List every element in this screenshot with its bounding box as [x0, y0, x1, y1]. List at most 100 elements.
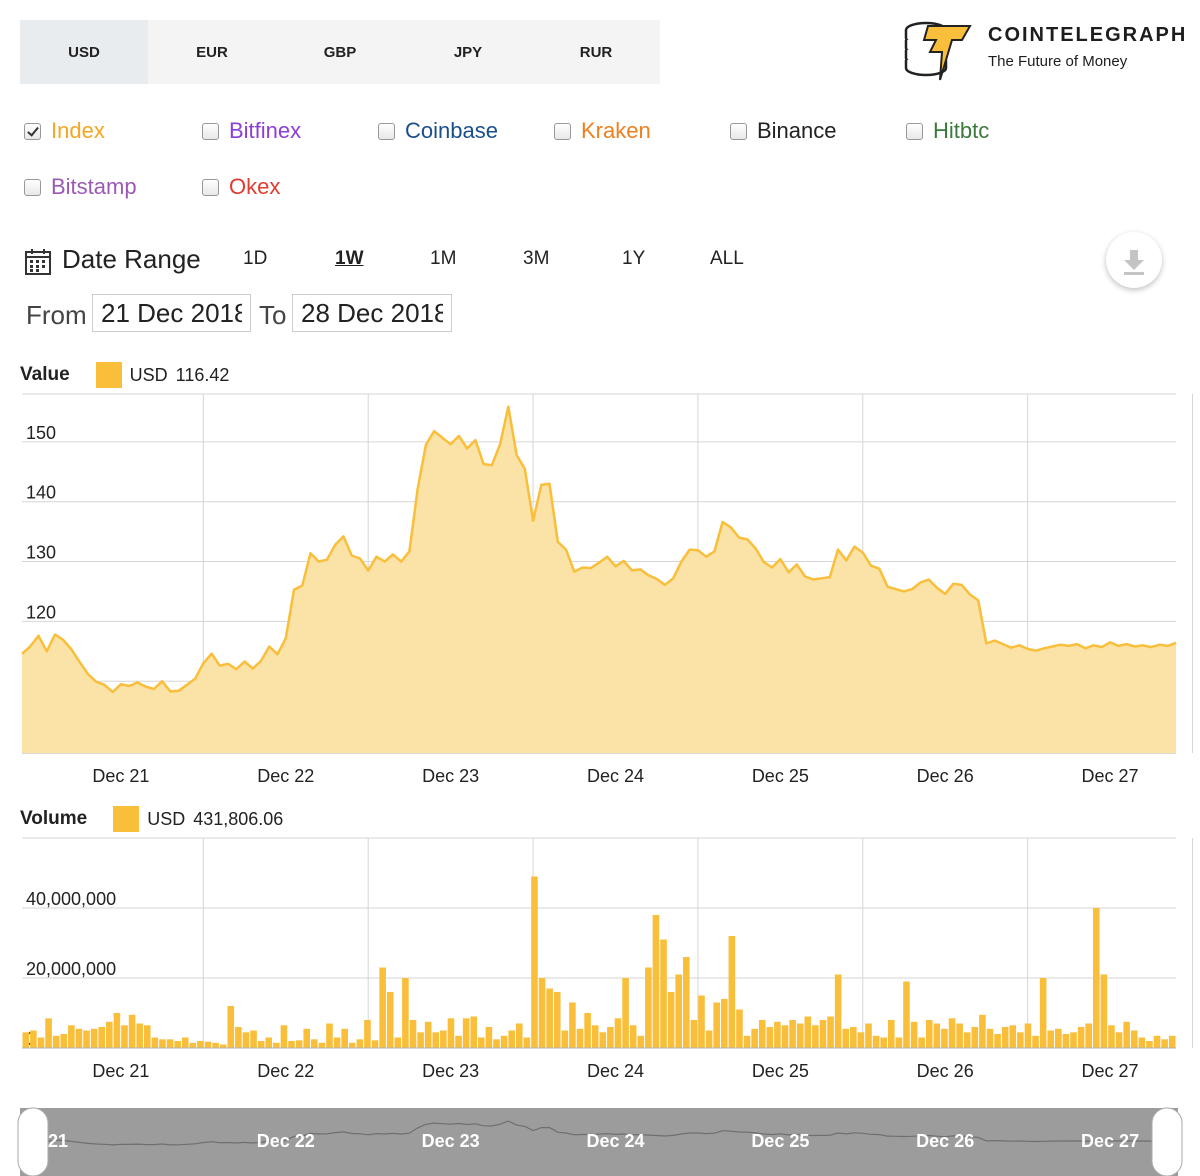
range-button-3m[interactable]: 3M: [523, 248, 550, 269]
date-range-label: Date Range: [62, 244, 201, 274]
checkbox-bitstamp[interactable]: [24, 178, 41, 196]
navigator-handle-right[interactable]: [1151, 1107, 1183, 1176]
volume-bar: [948, 1018, 956, 1049]
volume-bar: [591, 1025, 599, 1049]
range-button-1d[interactable]: 1D: [243, 248, 268, 269]
volume-legend: Volume USD 431,806.06: [20, 804, 283, 834]
volume-bar: [1062, 1034, 1070, 1048]
navigator-series-line: [21, 1120, 1177, 1146]
volume-bar: [189, 1042, 197, 1049]
volume-bar: [546, 988, 553, 1048]
volume-bar: [364, 1020, 371, 1048]
tab-jpy[interactable]: JPY: [453, 43, 483, 61]
exchange-label-coinbase: Coinbase: [405, 118, 498, 143]
value-x-tick-dec-22: Dec 22: [257, 766, 314, 786]
volume-bar: [956, 1023, 963, 1048]
volume-bar: [462, 1018, 470, 1049]
volume-bar: [728, 936, 736, 1048]
volume-bar: [143, 1025, 151, 1049]
volume-bar: [796, 1023, 804, 1048]
value-y-tick-150: 150: [26, 423, 56, 443]
value-legend-currency: USD: [129, 364, 168, 385]
value-legend-swatch: [95, 362, 122, 388]
volume-bar: [166, 1039, 174, 1049]
checkbox-okex[interactable]: [202, 178, 219, 196]
tab-eur[interactable]: EUR: [196, 43, 228, 61]
volume-bar: [181, 1037, 189, 1048]
value-series-area: [22, 406, 1176, 753]
exchange-binance[interactable]: Binance: [730, 118, 837, 144]
volume-bar: [493, 1039, 500, 1049]
volume-bar: [348, 1042, 356, 1049]
tab-usd[interactable]: USD: [20, 20, 148, 84]
volume-bar: [371, 1040, 379, 1048]
checkbox-index[interactable]: [24, 122, 41, 140]
exchange-kraken[interactable]: Kraken: [554, 118, 651, 144]
volume-bar: [576, 1028, 584, 1049]
volume-bar: [895, 1037, 903, 1048]
cointelegraph-logo[interactable]: COINTELEGRAPH The Future of Money: [900, 18, 1190, 82]
volume-bar: [68, 1025, 75, 1049]
exchange-bitstamp[interactable]: Bitstamp: [24, 174, 137, 200]
to-date-input[interactable]: [292, 294, 452, 332]
volume-bar: [553, 992, 561, 1048]
range-button-1y[interactable]: 1Y: [622, 248, 646, 269]
volume-bar: [804, 1016, 812, 1048]
volume-bar: [614, 1018, 622, 1049]
from-date-input[interactable]: [92, 294, 251, 332]
checkbox-binance[interactable]: [730, 122, 747, 140]
navigator-x-tick-dec-22: Dec 22: [257, 1131, 315, 1151]
volume-bar: [720, 999, 728, 1048]
exchange-hitbtc[interactable]: Hitbtc: [906, 118, 989, 144]
volume-bar: [971, 1027, 979, 1048]
calendar-icon: [25, 249, 51, 275]
range-button-all[interactable]: ALL: [710, 248, 744, 269]
volume-bar: [1123, 1021, 1130, 1049]
volume-bar: [265, 1037, 273, 1048]
volume-x-tick-dec-24: Dec 24: [587, 1061, 644, 1081]
volume-bar: [880, 1037, 887, 1048]
volume-bar: [326, 1023, 333, 1048]
volume-bar: [128, 1014, 136, 1049]
exchange-label-binance: Binance: [757, 118, 837, 143]
volume-bar: [30, 1030, 37, 1048]
volume-bar: [478, 1037, 485, 1048]
download-button[interactable]: [1106, 232, 1162, 288]
volume-bar: [83, 1030, 90, 1048]
volume-bar: [1055, 1028, 1062, 1049]
tab-rur[interactable]: RUR: [579, 43, 613, 61]
volume-bar: [470, 1016, 478, 1048]
volume-bar: [257, 1041, 265, 1048]
checkbox-coinbase[interactable]: [378, 122, 395, 140]
exchange-coinbase[interactable]: Coinbase: [378, 118, 498, 144]
volume-bar: [280, 1025, 288, 1049]
volume-x-tick-dec-25: Dec 25: [752, 1061, 809, 1081]
volume-bar: [379, 967, 386, 1048]
volume-bar: [37, 1037, 45, 1048]
volume-bar: [1138, 1037, 1146, 1048]
range-navigator[interactable]: 21 Dec 22 Dec 23 Dec 24 Dec 25 Dec 26 Dec 27: [0, 1106, 1200, 1176]
navigator-x-tick-dec-24: Dec 24: [586, 1131, 644, 1151]
exchange-index[interactable]: Index: [24, 118, 105, 144]
range-button-1m[interactable]: 1M: [430, 248, 457, 269]
checkbox-kraken[interactable]: [554, 122, 571, 140]
navigator-x-tick-dec-27: Dec 27: [1081, 1131, 1139, 1151]
checkbox-hitbtc[interactable]: [906, 122, 923, 140]
volume-bar: [318, 1042, 326, 1049]
range-button-1w[interactable]: 1W: [335, 248, 364, 269]
navigator-handle-left[interactable]: [17, 1107, 49, 1176]
volume-bar: [569, 1002, 576, 1048]
volume-bar: [918, 1037, 925, 1048]
volume-chart-title: Volume: [20, 808, 88, 829]
tab-gbp[interactable]: GBP: [323, 43, 357, 61]
exchange-okex[interactable]: Okex: [202, 174, 280, 200]
volume-bar: [485, 1027, 493, 1048]
volume-bar: [1070, 1032, 1077, 1049]
volume-bar: [394, 1037, 402, 1048]
checkbox-bitfinex[interactable]: [202, 122, 219, 140]
exchange-bitfinex[interactable]: Bitfinex: [202, 118, 301, 144]
volume-bar: [151, 1037, 159, 1048]
exchange-label-kraken: Kraken: [581, 118, 651, 143]
